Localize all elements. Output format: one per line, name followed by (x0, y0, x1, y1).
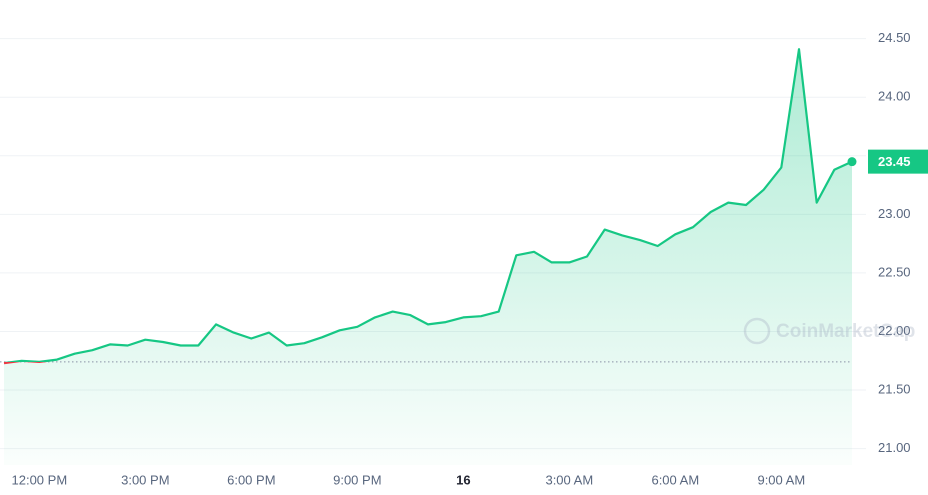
watermark-logo (743, 317, 771, 345)
last-price-dot (847, 157, 857, 167)
price-line (3, 48, 853, 365)
x-tick-label: 3:00 AM (545, 472, 593, 487)
y-tick-label: 22.50 (878, 264, 911, 279)
x-tick-label: 6:00 PM (227, 472, 275, 487)
y-tick-label: 24.50 (878, 30, 911, 45)
y-tick-label: 21.00 (878, 440, 911, 455)
x-tick-label: 9:00 PM (333, 472, 381, 487)
x-tick-label: 16 (456, 472, 470, 487)
x-tick-label: 3:00 PM (121, 472, 169, 487)
watermark: CoinMarketCap (743, 317, 915, 345)
x-tick-label: 6:00 AM (651, 472, 699, 487)
watermark-text: CoinMarketCap (776, 321, 915, 342)
y-tick-label: 21.50 (878, 381, 911, 396)
y-tick-label: 22.00 (878, 323, 911, 338)
area-fill (4, 49, 852, 465)
last-price-label: 23.45 (878, 154, 911, 169)
x-tick-label: 12:00 PM (12, 472, 68, 487)
last-price-box (868, 149, 928, 174)
y-tick-label: 24.00 (878, 89, 911, 104)
x-tick-label: 9:00 AM (757, 472, 805, 487)
y-tick-label: 23.00 (878, 206, 911, 221)
